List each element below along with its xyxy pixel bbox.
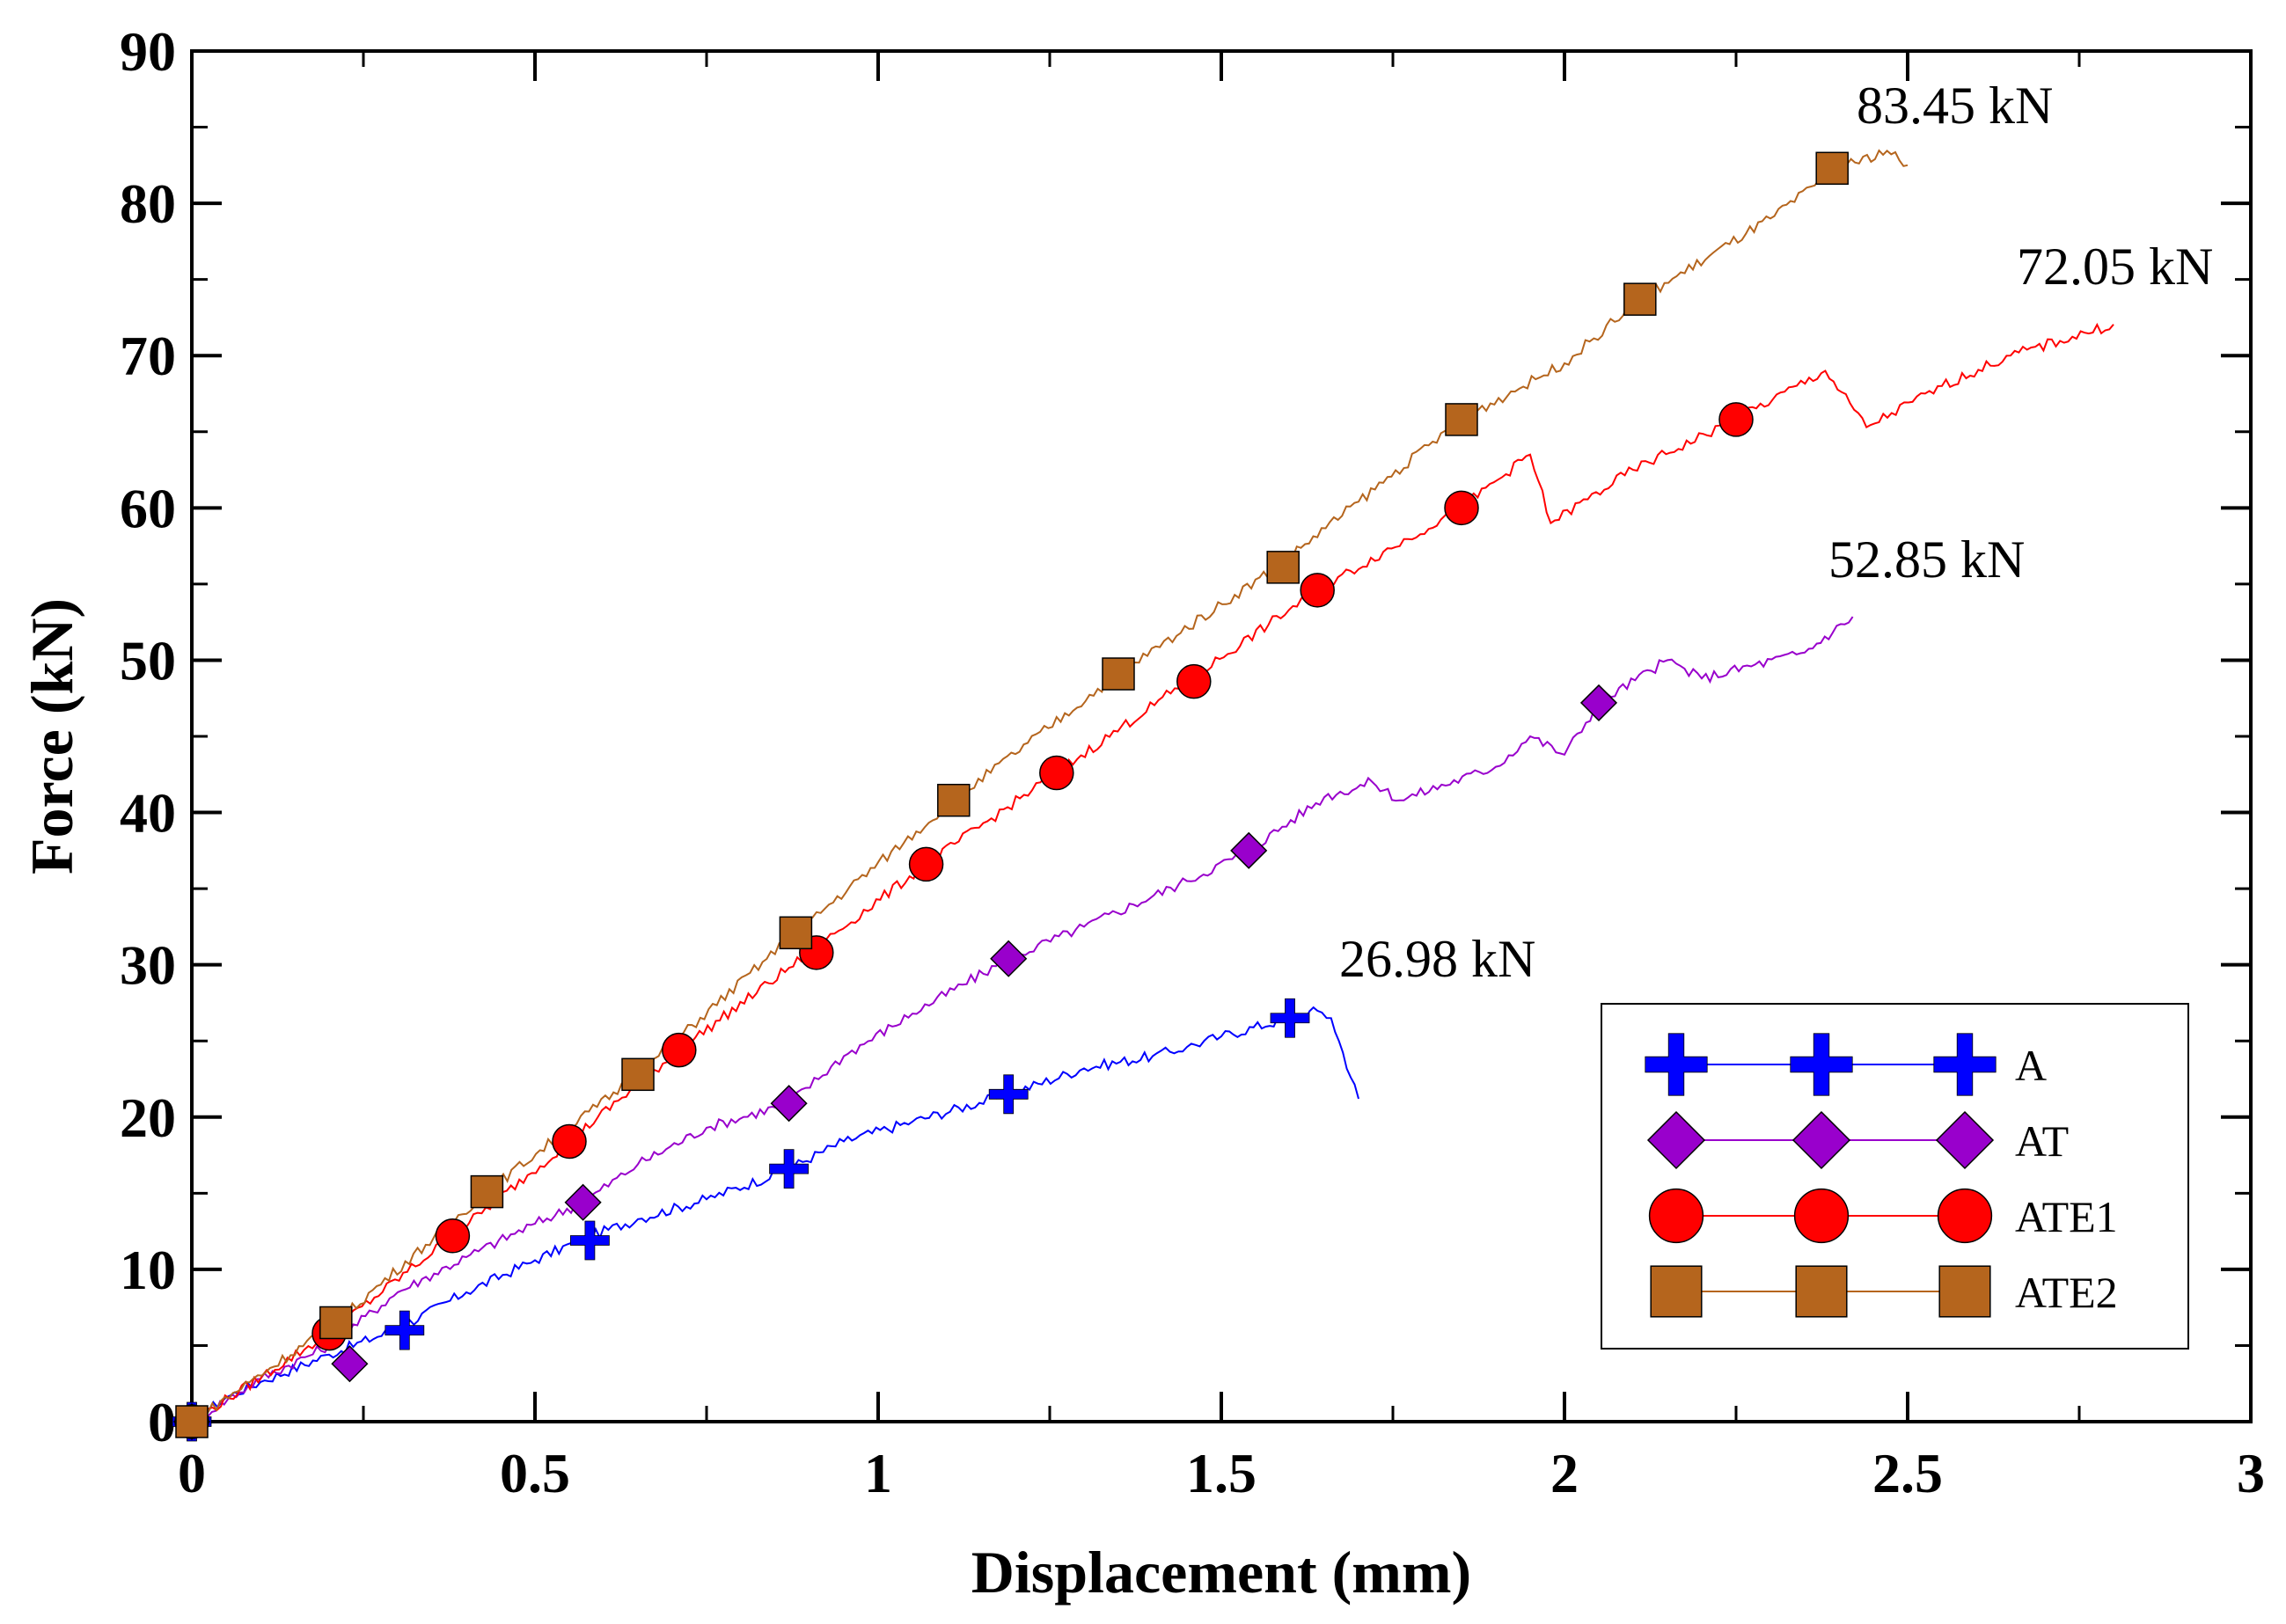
marker-ate1	[662, 1032, 697, 1068]
y-tick-label: 0	[148, 1391, 176, 1453]
marker-ate2	[175, 1405, 209, 1438]
legend-marker-ate2	[1938, 1265, 1991, 1318]
annotation-at-peak: 52.85 kN	[1828, 530, 2025, 589]
x-axis-title: Displacement (mm)	[971, 1539, 1471, 1606]
marker-ate2	[1815, 151, 1849, 186]
x-tick-label: 1	[864, 1442, 892, 1504]
y-tick-label: 30	[120, 934, 176, 997]
series-line-ate1	[191, 322, 2114, 1423]
marker-ate1	[1444, 490, 1479, 526]
axis-ticks	[190, 49, 2253, 1423]
marker-a	[570, 1220, 610, 1261]
legend-rows	[1645, 1033, 1997, 1318]
marker-ate2	[470, 1174, 504, 1209]
y-tick-label: 70	[120, 325, 176, 387]
marker-ate1	[908, 846, 944, 882]
marker-at	[564, 1183, 602, 1221]
marker-ate1	[1176, 663, 1212, 699]
marker-at	[990, 940, 1028, 977]
marker-at	[1579, 684, 1618, 721]
y-axis-title: Force (kN)	[18, 598, 85, 874]
marker-ate2	[1623, 282, 1657, 316]
marker-ate2	[621, 1057, 655, 1092]
legend-marker-ate2	[1650, 1265, 1703, 1318]
legend-marker-a	[1790, 1033, 1853, 1096]
marker-ate2	[1102, 657, 1135, 691]
x-tick-label: 2.5	[1872, 1442, 1943, 1504]
marker-at	[1230, 831, 1268, 869]
legend: A AT ATE1 ATE2	[1601, 1003, 2189, 1350]
legend-marker-a	[1645, 1033, 1708, 1096]
marker-ate2	[1445, 403, 1478, 436]
y-tick-label: 90	[120, 20, 176, 83]
marker-ate1	[1300, 573, 1335, 608]
legend-marker-ate2	[1795, 1265, 1848, 1318]
series-markers	[172, 151, 1849, 1442]
legend-marker-ate1	[1793, 1188, 1850, 1244]
y-tick-label: 50	[120, 629, 176, 691]
marker-a	[385, 1310, 425, 1350]
legend-marker-a	[1933, 1033, 1997, 1096]
marker-ate2	[937, 783, 971, 817]
marker-ate2	[1266, 551, 1300, 584]
marker-a	[769, 1149, 809, 1189]
marker-a	[988, 1074, 1029, 1115]
x-tick-label: 0	[178, 1442, 206, 1504]
y-tick-label: 20	[120, 1086, 176, 1149]
marker-ate1	[1718, 402, 1754, 437]
y-tick-label: 60	[120, 477, 176, 539]
legend-marker-ate1	[1648, 1188, 1704, 1244]
marker-ate2	[779, 916, 813, 950]
marker-at	[770, 1085, 808, 1123]
annotation-ate2-peak: 83.45 kN	[1857, 77, 2053, 135]
marker-ate1	[435, 1218, 471, 1254]
x-tick-label: 3	[2237, 1442, 2265, 1504]
y-tick-label: 40	[120, 782, 176, 845]
marker-ate1	[552, 1123, 587, 1159]
annotation-ate1-peak: 72.05 kN	[2017, 238, 2213, 296]
legend-label-a: A	[2015, 1041, 2047, 1090]
marker-ate2	[319, 1306, 353, 1340]
legend-label-ate2: ATE2	[2015, 1268, 2118, 1317]
y-tick-label: 10	[120, 1239, 176, 1301]
x-tick-label: 0.5	[500, 1442, 570, 1504]
annotation-a-peak: 26.98 kN	[1339, 930, 1535, 988]
legend-label-ate1: ATE1	[2015, 1192, 2118, 1241]
legend-label-at: AT	[2015, 1116, 2069, 1166]
legend-marker-at	[1935, 1110, 1995, 1170]
legend-marker-at	[1646, 1110, 1706, 1170]
legend-marker-at	[1791, 1110, 1851, 1170]
series-line-a	[191, 1006, 1359, 1423]
y-tick-label: 80	[120, 172, 176, 235]
x-tick-label: 2	[1550, 1442, 1579, 1504]
marker-ate1	[1039, 755, 1074, 791]
x-tick-label: 1.5	[1186, 1442, 1257, 1504]
marker-at	[331, 1345, 369, 1383]
legend-marker-ate1	[1937, 1188, 1993, 1244]
marker-a	[1270, 998, 1310, 1038]
